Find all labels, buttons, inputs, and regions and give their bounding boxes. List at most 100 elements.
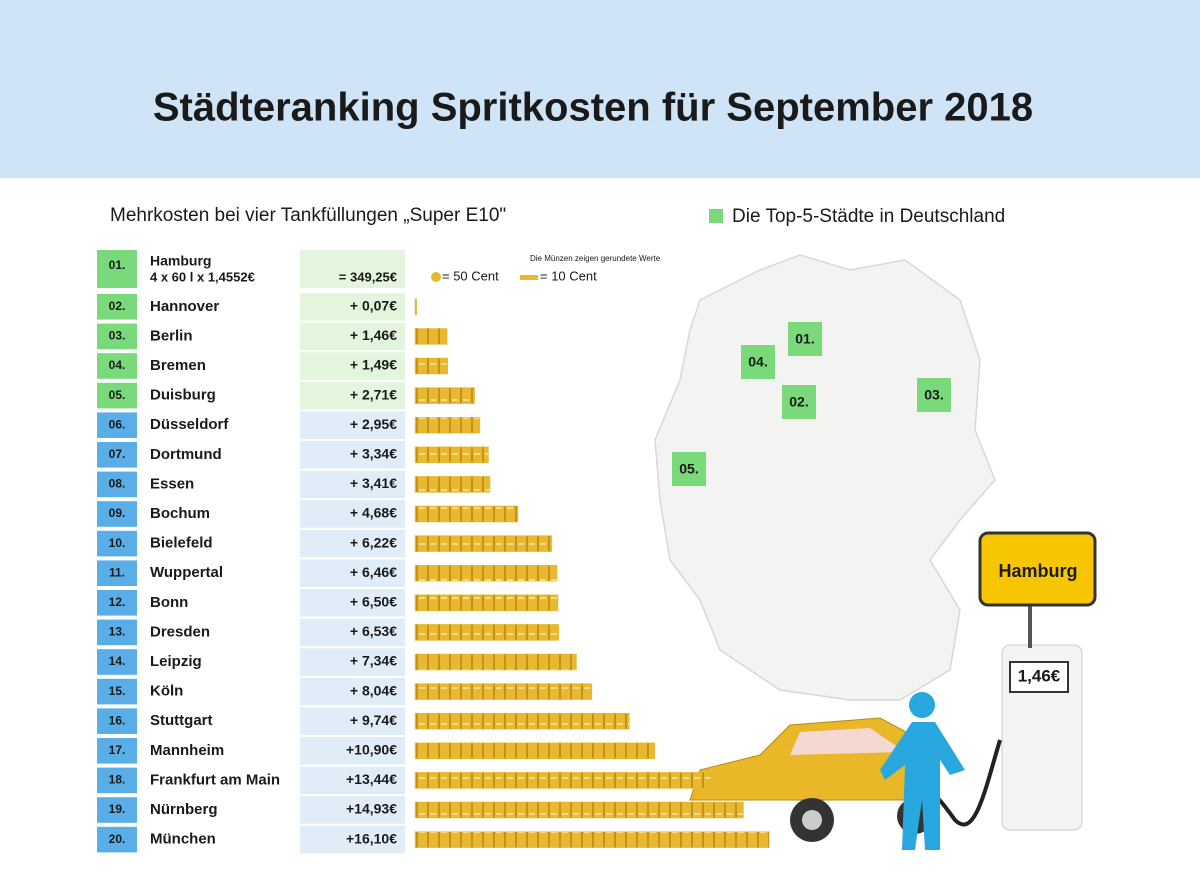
value-label: + 4,68€ [350, 505, 397, 521]
rank-box [97, 619, 137, 646]
rank-box [97, 382, 137, 409]
rank: 08. [109, 477, 126, 491]
rank: 09. [109, 506, 126, 520]
car-window [790, 728, 905, 755]
map-label: 05. [679, 461, 698, 477]
map-label: 02. [789, 394, 808, 410]
coin-bar [414, 772, 711, 789]
formula: 4 x 60 l x 1,4552€ [150, 269, 255, 284]
value-label: +13,44€ [346, 771, 397, 787]
rank-box [97, 442, 137, 468]
value-label: + 3,34€ [350, 446, 397, 462]
rank-box [97, 323, 137, 350]
value-cell [300, 707, 405, 735]
value-label: + 6,22€ [350, 534, 397, 550]
map-marker [741, 345, 775, 379]
rank: 11. [109, 565, 125, 579]
value-label: + 1,46€ [350, 327, 397, 343]
baseline-cost: = 349,25€ [339, 269, 397, 284]
value-cell [300, 352, 405, 380]
value-cell [300, 589, 405, 617]
coin-bar [414, 535, 553, 552]
rank: 10. [109, 536, 126, 550]
coin-bar [414, 416, 481, 434]
coin-bar [414, 446, 489, 464]
city: Bonn [150, 594, 188, 611]
value-label: + 2,95€ [350, 416, 397, 432]
value-cell [300, 250, 405, 288]
map-label: 03. [924, 387, 943, 403]
rank: 18. [109, 773, 126, 787]
value-label: + 6,53€ [350, 623, 397, 639]
city: Hamburg [150, 253, 211, 269]
value-cell [300, 411, 405, 439]
coin-bar [414, 476, 491, 493]
city: Düsseldorf [150, 416, 229, 433]
value-cell [300, 322, 405, 351]
value-cell [300, 529, 405, 558]
sign-label: Hamburg [998, 561, 1077, 581]
city: Wuppertal [150, 564, 223, 581]
rank-box [97, 294, 137, 320]
city: Dresden [150, 623, 210, 640]
rank-box [97, 797, 137, 823]
coin-bar [414, 328, 448, 345]
city: Frankfurt am Main [150, 771, 280, 788]
value-label: +14,93€ [346, 801, 397, 817]
value-cell [300, 648, 405, 676]
value-cell [300, 677, 405, 706]
value-label: + 6,46€ [350, 564, 397, 580]
legend-label: Die Top-5-Städte in Deutschland [732, 206, 1005, 227]
value-label: + 7,34€ [350, 653, 397, 669]
coin-bar [414, 712, 630, 730]
map-label: 04. [748, 354, 767, 370]
sign [978, 531, 1097, 607]
pump-display [1009, 661, 1069, 693]
map-marker [782, 385, 816, 419]
rank: 01. [109, 258, 126, 272]
value-cell [300, 796, 405, 824]
pump-price: 1,46€ [1018, 666, 1061, 685]
header-band [0, 0, 1200, 178]
city: Stuttgart [150, 712, 213, 729]
city: Dortmund [150, 446, 222, 463]
legend-swatch [709, 209, 723, 223]
rank-box [97, 738, 137, 764]
value-cell [300, 470, 405, 499]
rank-box [97, 412, 137, 438]
coin-10: = 10 Cent [540, 268, 597, 283]
value-cell [300, 825, 405, 854]
rank-box [97, 708, 137, 734]
rank: 14. [109, 654, 126, 668]
city: Essen [150, 475, 194, 492]
city: Mannheim [150, 742, 224, 759]
coin-bar [414, 801, 744, 819]
coin-50: = 50 Cent [442, 268, 499, 283]
value-label: +10,90€ [346, 742, 397, 758]
value-label: + 6,50€ [350, 594, 397, 610]
rank-box [97, 678, 137, 705]
city: Bochum [150, 505, 210, 522]
rank: 19. [109, 802, 126, 816]
rank-box [97, 560, 137, 586]
rank: 13. [109, 625, 126, 639]
value-cell [300, 618, 405, 647]
map-marker [917, 378, 951, 412]
coin-icon [431, 272, 441, 282]
city: Köln [150, 683, 183, 700]
rank-box [97, 767, 137, 794]
value-label: + 2,71€ [350, 386, 397, 402]
city: Nürnberg [150, 801, 218, 818]
rank: 20. [109, 832, 126, 846]
value-label: + 1,49€ [350, 357, 397, 373]
hub [802, 810, 822, 830]
city: Berlin [150, 327, 193, 344]
coin-icon [520, 275, 538, 280]
coin-bar [414, 742, 656, 760]
city: Bremen [150, 357, 206, 374]
coin-bar [414, 505, 519, 523]
title: Städteranking Spritkosten für September … [153, 86, 1033, 130]
rank: 05. [109, 388, 126, 402]
map-label: 01. [795, 331, 814, 347]
rank-box [97, 530, 137, 557]
